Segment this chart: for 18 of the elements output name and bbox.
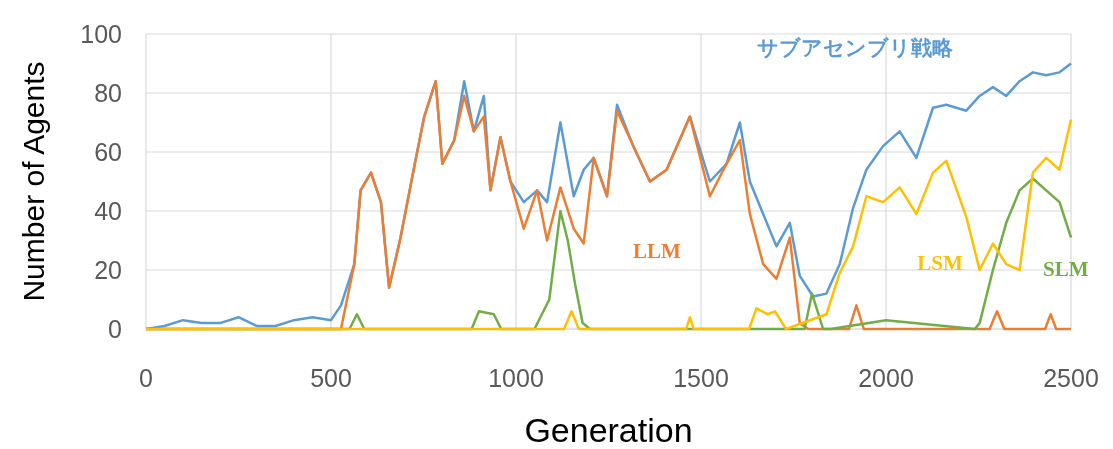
text: サブアセンブリ戦略 [756, 35, 954, 59]
x-tick-label: 2000 [858, 364, 914, 392]
series-label: LSM [917, 251, 963, 275]
y-tick-label: 100 [80, 20, 122, 48]
y-tick-label: 80 [94, 79, 122, 107]
series-label: SLM [1043, 256, 1089, 281]
y-tick-label: 40 [94, 197, 122, 225]
x-tick-label: 1500 [673, 364, 729, 392]
y-tick-label: 20 [94, 256, 122, 284]
x-tick-label: 1000 [488, 364, 544, 392]
y-tick-label: 0 [108, 315, 122, 343]
text: LLM [633, 239, 682, 264]
y-axis-title: Number of Agents [17, 61, 50, 302]
x-axis-title: Generation [524, 411, 693, 449]
x-tick-label: 0 [139, 364, 153, 392]
x-tick-label: 2500 [1043, 364, 1099, 392]
y-tick-label: 60 [94, 138, 122, 166]
x-tick-label: 500 [310, 364, 352, 392]
